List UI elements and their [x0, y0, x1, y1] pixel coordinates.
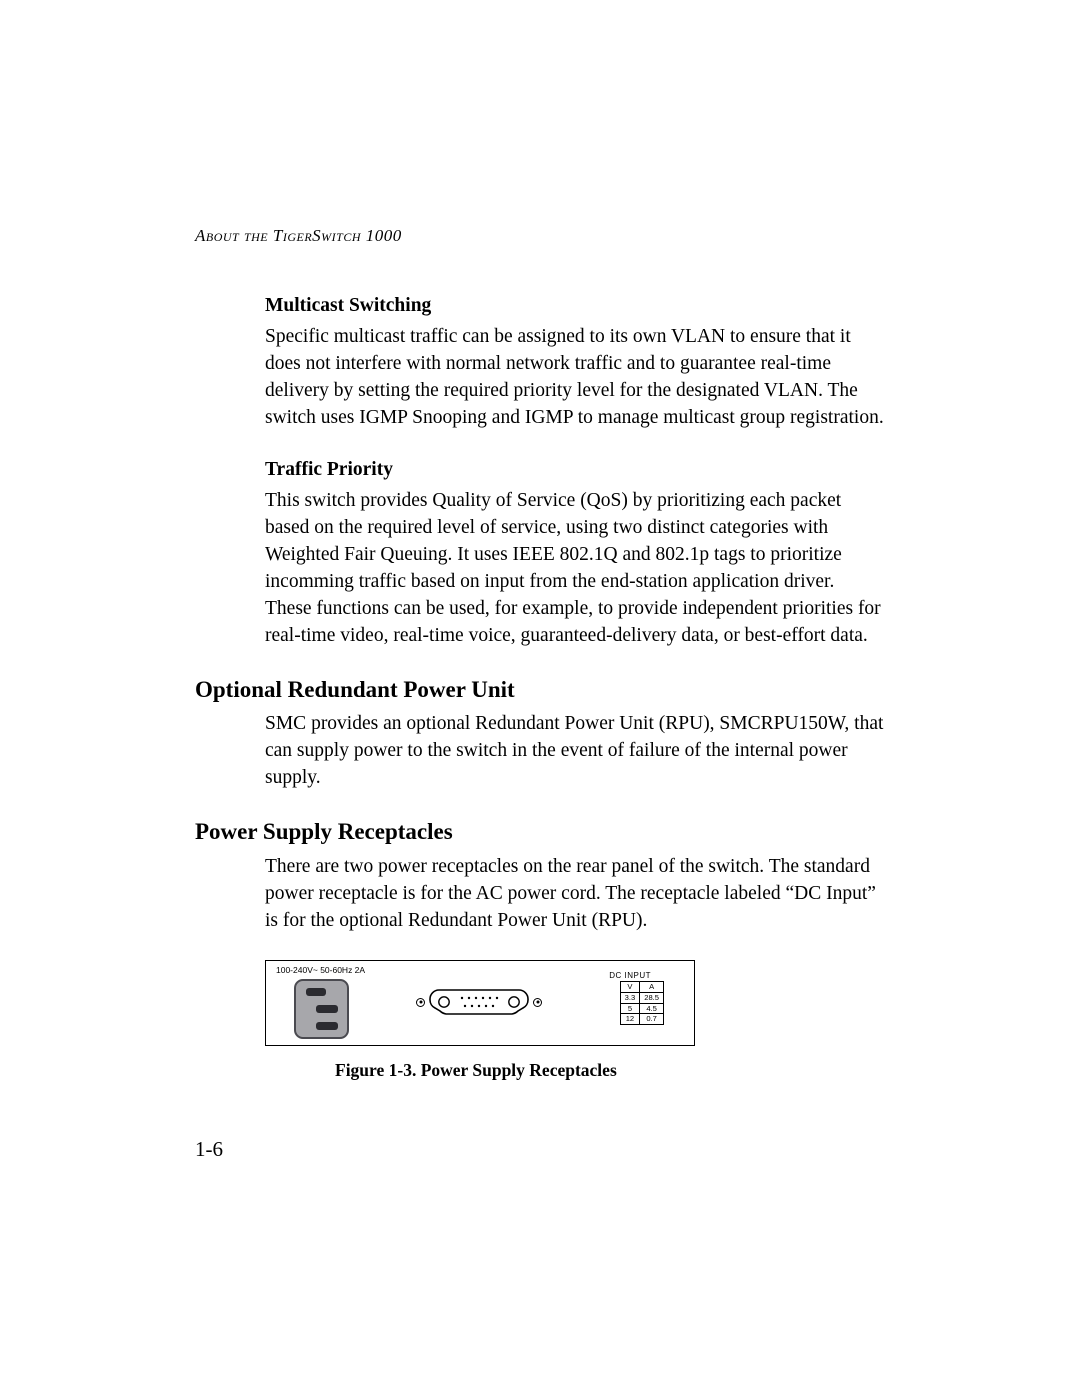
table-row: 5 4.5 [620, 1003, 663, 1014]
traffic-priority-body: This switch provides Quality of Service … [265, 488, 885, 649]
figure-1-3: 100-240V~ 50-60Hz 2A [265, 960, 885, 1081]
table-row: 3.3 28.5 [620, 993, 663, 1004]
figure-caption: Figure 1-3. Power Supply Receptacles [335, 1060, 885, 1081]
power-receptacles-heading: Power Supply Receptacles [195, 818, 885, 846]
power-receptacles-body: There are two power receptacles on the r… [265, 854, 885, 935]
page-number: 1-6 [195, 1137, 223, 1162]
traffic-priority-heading: Traffic Priority [265, 458, 885, 482]
multicast-switching-body: Specific multicast traffic can be assign… [265, 324, 885, 432]
ac-receptacle-icon [294, 979, 349, 1039]
running-header: About the TigerSwitch 1000 [195, 226, 885, 246]
multicast-switching-heading: Multicast Switching [265, 294, 885, 318]
dc-input-label: DC INPUT [609, 971, 651, 980]
page: About the TigerSwitch 1000 Multicast Swi… [0, 0, 1080, 1397]
dc-header-a: A [640, 982, 664, 993]
connector-shell-icon [429, 989, 529, 1015]
table-row: V A [620, 982, 663, 993]
optional-rpu-body: SMC provides an optional Redundant Power… [265, 711, 885, 792]
ac-rating-label: 100-240V~ 50-60Hz 2A [276, 965, 365, 975]
connector-screw-right-icon [533, 998, 542, 1007]
connector-screw-left-icon [416, 998, 425, 1007]
rear-panel-diagram: 100-240V~ 50-60Hz 2A [265, 960, 695, 1046]
optional-rpu-heading: Optional Redundant Power Unit [195, 676, 885, 704]
table-row: 12 0.7 [620, 1014, 663, 1025]
dc-header-v: V [620, 982, 640, 993]
dc-input-table: V A 3.3 28.5 5 4.5 12 0.7 [620, 981, 664, 1024]
dc-connector-icon [416, 989, 542, 1015]
